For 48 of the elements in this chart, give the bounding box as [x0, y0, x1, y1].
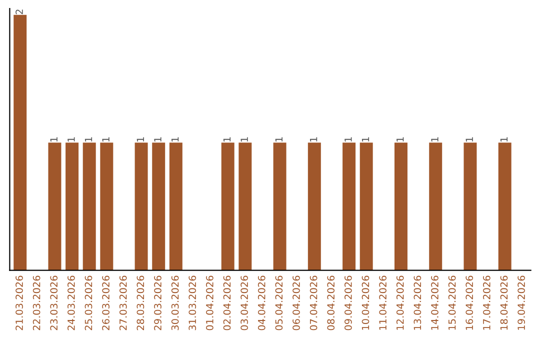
x-tick-label: 14.04.2026	[431, 276, 438, 330]
data-label: 1	[102, 137, 110, 142]
x-tick-label: 11.04.2026	[379, 276, 386, 330]
x-tick-label: 06.04.2026	[292, 276, 300, 330]
data-label: 1	[240, 137, 248, 142]
data-label: 1	[84, 137, 92, 142]
data-label: 1	[68, 137, 75, 142]
x-tick-label: 02.04.2026	[223, 276, 231, 330]
x-tick-label: 16.04.2026	[466, 276, 474, 330]
x-tick-label: 19.04.2026	[518, 276, 525, 330]
data-label: 1	[172, 137, 179, 142]
x-tick-label: 05.04.2026	[275, 276, 283, 330]
x-tick-label: 27.03.2026	[119, 276, 127, 330]
x-tick-label: 10.04.2026	[362, 276, 370, 330]
data-label: 1	[466, 137, 473, 142]
x-tick-label: 03.04.2026	[240, 276, 248, 330]
x-tick-label: 01.04.2026	[206, 276, 214, 330]
data-label: 1	[344, 137, 352, 142]
x-tick-label: 31.03.2026	[188, 276, 196, 330]
x-tick-label: 22.03.2026	[32, 276, 40, 330]
data-label: 1	[50, 137, 58, 142]
x-tick-label: 24.03.2026	[68, 276, 75, 330]
data-label: 1	[500, 137, 508, 142]
data-label: 1	[223, 137, 231, 142]
x-tick-label: 23.03.2026	[50, 276, 58, 330]
x-tick-label: 07.04.2026	[310, 276, 318, 330]
data-label: 1	[275, 137, 282, 142]
data-label: 1	[362, 137, 370, 142]
x-tick-label: 15.04.2026	[448, 276, 456, 330]
x-tick-label: 30.03.2026	[171, 276, 179, 330]
x-tick-label: 04.04.2026	[258, 276, 266, 330]
x-tick-label: 12.04.2026	[396, 276, 404, 330]
x-tick-label: 18.04.2026	[500, 276, 508, 330]
x-tick-label: 09.04.2026	[344, 276, 352, 330]
data-label: 1	[431, 137, 438, 142]
data-label: 2	[16, 10, 23, 14]
data-label: 1	[136, 137, 144, 142]
data-label: 1	[154, 137, 162, 142]
x-tick-label: 13.04.2026	[414, 276, 422, 330]
x-tick-label: 28.03.2026	[136, 276, 144, 330]
x-tick-label: 25.03.2026	[84, 276, 92, 330]
x-tick-label: 08.04.2026	[327, 276, 335, 330]
x-tick-label: 26.03.2026	[102, 276, 110, 330]
x-tick-label: 29.03.2026	[154, 276, 162, 330]
x-tick-label: 17.04.2026	[483, 276, 490, 330]
x-tick-label: 21.03.2026	[16, 276, 23, 330]
data-label: 1	[310, 137, 318, 142]
data-label: 1	[396, 137, 404, 142]
